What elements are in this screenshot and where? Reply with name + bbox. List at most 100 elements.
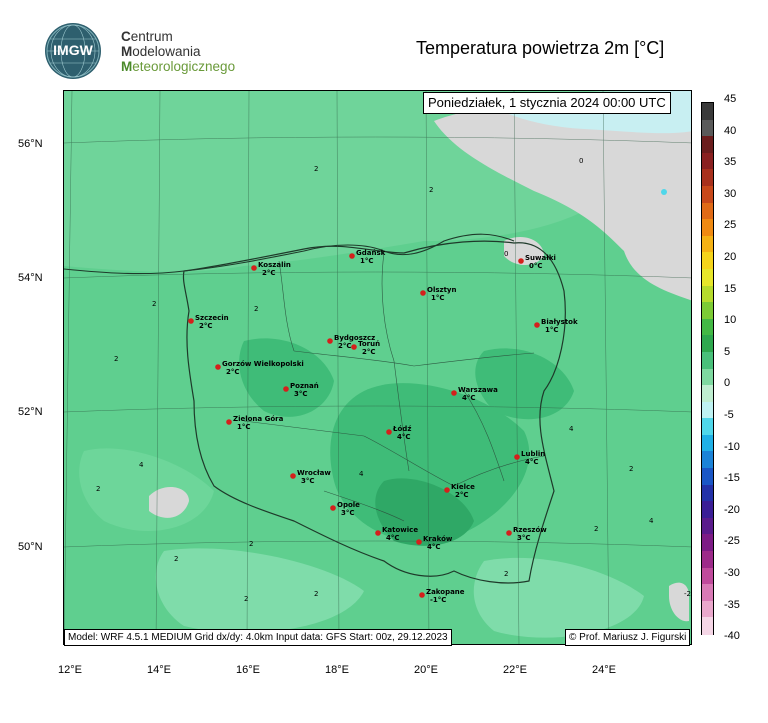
contour-label: 2 — [114, 355, 118, 363]
city-temp: 4°C — [397, 433, 411, 441]
colorbar-swatch — [702, 368, 713, 386]
org-line-3: Meteorologicznego — [121, 59, 236, 74]
city-name: Rzeszów — [513, 526, 547, 534]
city-temp: 3°C — [301, 477, 315, 485]
date-label: Poniedziałek, 1 stycznia 2024 00:00 UTC — [423, 92, 671, 114]
city-marker — [188, 318, 194, 324]
city-temp: 1°C — [237, 423, 251, 431]
colorbar-swatch — [702, 551, 713, 569]
city-name: Lublin — [521, 450, 545, 458]
colorbar-swatch — [702, 451, 713, 469]
colorbar-tick-label: -20 — [724, 503, 740, 516]
colorbar-swatch — [702, 584, 713, 602]
lon-label-20: 20°E — [414, 664, 438, 676]
city-name: Zakopane — [426, 588, 465, 596]
colorbar-swatch — [702, 152, 713, 170]
city-marker — [518, 258, 524, 264]
city-temp: 2°C — [226, 368, 240, 376]
colorbar-tick-label: -5 — [724, 409, 734, 421]
city-temp: 4°C — [462, 394, 476, 402]
org-line-1: Centrum — [121, 29, 173, 44]
city-name: Bydgoszcz — [334, 334, 375, 342]
svg-text:IMGW: IMGW — [53, 42, 93, 58]
lon-label-14: 14°E — [147, 664, 171, 676]
city-temp: 2°C — [338, 342, 352, 350]
contour-label: 2 — [629, 465, 633, 473]
city-temp: -1°C — [430, 596, 446, 604]
city-temp: 4°C — [525, 458, 539, 466]
lon-label-22: 22°E — [503, 664, 527, 676]
colorbar-tick-label: 40 — [724, 124, 737, 137]
city-marker — [226, 419, 232, 425]
city-marker — [375, 530, 381, 536]
contour-label: 2 — [504, 570, 508, 578]
contour-label: 2 — [314, 165, 318, 173]
colorbar-tick-label: -10 — [724, 440, 740, 453]
city-temp: 4°C — [427, 543, 441, 551]
contour-label: 4 — [569, 425, 574, 433]
city-temp: 2°C — [362, 348, 376, 356]
colorbar-swatch — [702, 617, 713, 635]
city-marker — [514, 454, 520, 460]
colorbar-swatch — [702, 385, 713, 403]
city-marker — [351, 344, 357, 350]
city-name: Opole — [337, 501, 360, 509]
city-name: Katowice — [382, 526, 418, 534]
colorbar-swatch — [702, 501, 713, 519]
city-name: Poznań — [290, 382, 319, 390]
colorbar-swatch — [702, 252, 713, 270]
contour-label: 2 — [249, 540, 253, 548]
city-marker — [506, 530, 512, 536]
colorbar-swatch — [702, 401, 713, 419]
colorbar-tick-label: -30 — [724, 567, 740, 579]
city-marker — [386, 429, 392, 435]
lon-label-18: 18°E — [325, 664, 349, 676]
colorbar-swatch — [702, 169, 713, 187]
colorbar-swatch — [702, 484, 713, 502]
city-name: Zielona Góra — [233, 415, 284, 423]
colorbar-swatch — [702, 119, 713, 137]
colorbar-tick-label: 45 — [724, 93, 737, 105]
org-line-2: Modelowania — [121, 44, 201, 59]
colorbar-swatch — [702, 185, 713, 204]
city-name: Szczecin — [195, 314, 229, 322]
lon-label-24: 24°E — [592, 664, 616, 676]
contour-label: 0 — [504, 250, 508, 258]
city-temp: 4°C — [386, 534, 400, 542]
city-temp: 3°C — [341, 509, 355, 517]
contour-label: 0 — [579, 157, 583, 165]
contour-label: 2 — [244, 595, 248, 603]
city-marker — [416, 539, 422, 545]
city-temp: 3°C — [517, 534, 531, 542]
contour-label: 2 — [594, 525, 598, 533]
city-marker — [419, 592, 425, 598]
city-name: Toruń — [358, 340, 380, 348]
colorbar-tick-label: 25 — [724, 219, 737, 232]
city-name: Wrocław — [297, 469, 331, 477]
colorbar — [701, 102, 714, 635]
temperature-map: 2 2 2 2 4 2 2 4 0 0 2 2 4 2 2 -2 4 2 2 2 Koszalin 2°C Gdańsk 1… — [63, 90, 692, 645]
city-temp: 1°C — [431, 294, 445, 302]
colorbar-swatch — [702, 468, 713, 486]
city-temp: 2°C — [455, 491, 469, 499]
colorbar-tick-label: -35 — [724, 598, 740, 611]
colorbar-swatch — [702, 318, 713, 336]
colorbar-swatch — [702, 534, 713, 552]
city-marker — [349, 253, 355, 259]
lat-label-50: 50°N — [18, 541, 43, 553]
city-temp: 2°C — [262, 269, 276, 277]
contour-label: 4 — [359, 470, 364, 478]
map-title: Temperatura powietrza 2m [°C] — [416, 38, 665, 58]
colorbar-swatch — [702, 268, 713, 287]
colorbar-swatch — [702, 351, 713, 369]
lon-label-12: 12°E — [58, 664, 82, 676]
city-temp: 3°C — [294, 390, 308, 398]
colorbar-tick-label: -25 — [724, 535, 740, 548]
contour-label: 2 — [174, 555, 178, 563]
header: IMGW Centrum Modelowania Meteorologiczne… — [0, 0, 768, 90]
colorbar-swatch — [702, 235, 713, 253]
colorbar-swatch — [702, 219, 713, 237]
city-temp: 0°C — [529, 262, 543, 270]
colorbar-swatch — [702, 285, 713, 303]
